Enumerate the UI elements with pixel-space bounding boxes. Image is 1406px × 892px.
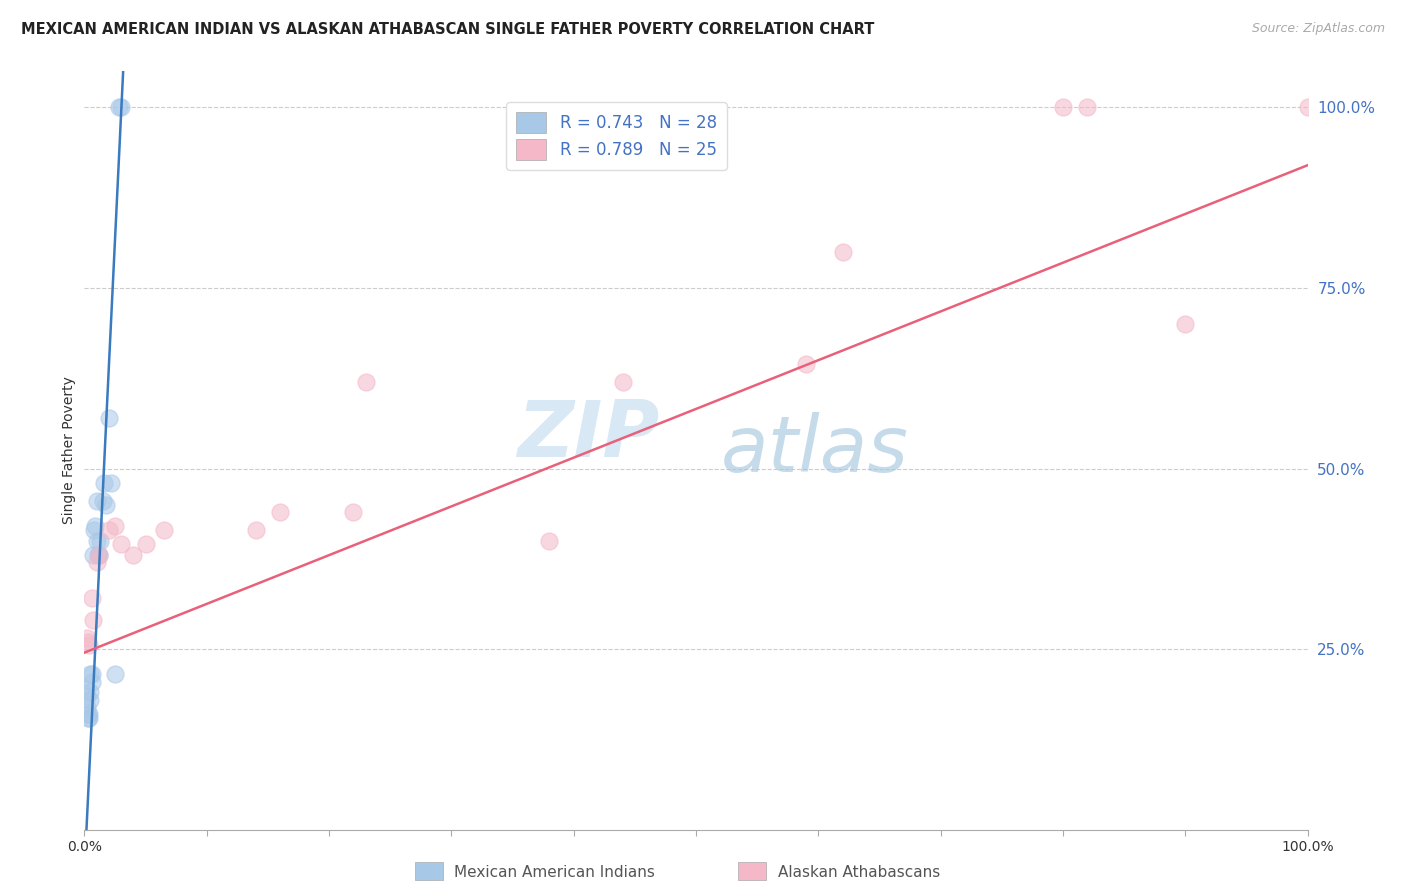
Point xyxy=(1076,100,1098,114)
Point xyxy=(93,475,115,490)
Text: Mexican American Indians: Mexican American Indians xyxy=(454,865,655,880)
Point xyxy=(76,699,98,714)
Point xyxy=(104,667,127,681)
Point xyxy=(97,523,120,537)
Point xyxy=(794,357,817,371)
Point xyxy=(79,685,101,699)
Point xyxy=(79,692,101,706)
Text: ZIP: ZIP xyxy=(517,397,659,474)
Point xyxy=(153,523,176,537)
Point xyxy=(104,519,127,533)
Y-axis label: Single Father Poverty: Single Father Poverty xyxy=(62,376,76,524)
Point xyxy=(107,100,129,114)
Point xyxy=(87,548,110,562)
Legend: R = 0.743   N = 28, R = 0.789   N = 25: R = 0.743 N = 28, R = 0.789 N = 25 xyxy=(506,103,727,169)
Point xyxy=(80,591,103,606)
Point xyxy=(77,635,100,649)
Point xyxy=(110,100,132,114)
Point xyxy=(83,523,105,537)
Point xyxy=(91,494,114,508)
Point xyxy=(110,537,132,551)
Point xyxy=(538,533,561,548)
Text: atlas: atlas xyxy=(720,412,908,489)
Point xyxy=(86,494,108,508)
Point xyxy=(87,548,110,562)
Point xyxy=(75,681,97,696)
Point xyxy=(122,548,145,562)
Point xyxy=(77,706,100,721)
Point xyxy=(612,375,634,389)
Point xyxy=(80,674,103,689)
Point xyxy=(76,689,98,703)
Text: Source: ZipAtlas.com: Source: ZipAtlas.com xyxy=(1251,22,1385,36)
Point xyxy=(97,411,120,425)
Point xyxy=(86,555,108,569)
Point xyxy=(82,548,104,562)
Point xyxy=(354,375,377,389)
Point xyxy=(86,533,108,548)
Point xyxy=(96,498,118,512)
Point xyxy=(89,533,111,548)
Point xyxy=(77,711,100,725)
Point xyxy=(77,711,100,725)
Point xyxy=(245,523,267,537)
Point xyxy=(1174,317,1197,331)
Point xyxy=(84,519,107,533)
Point xyxy=(1052,100,1074,114)
Point xyxy=(76,631,98,645)
Text: Alaskan Athabascans: Alaskan Athabascans xyxy=(778,865,939,880)
Point xyxy=(80,667,103,681)
Point xyxy=(77,706,100,721)
Point xyxy=(82,613,104,627)
Point xyxy=(831,244,853,259)
Point xyxy=(269,505,291,519)
Point xyxy=(87,548,110,562)
Text: MEXICAN AMERICAN INDIAN VS ALASKAN ATHABASCAN SINGLE FATHER POVERTY CORRELATION : MEXICAN AMERICAN INDIAN VS ALASKAN ATHAB… xyxy=(21,22,875,37)
Point xyxy=(79,667,101,681)
Point xyxy=(342,505,364,519)
Point xyxy=(100,475,122,490)
Point xyxy=(77,639,100,653)
Point xyxy=(1296,100,1319,114)
Point xyxy=(135,537,157,551)
